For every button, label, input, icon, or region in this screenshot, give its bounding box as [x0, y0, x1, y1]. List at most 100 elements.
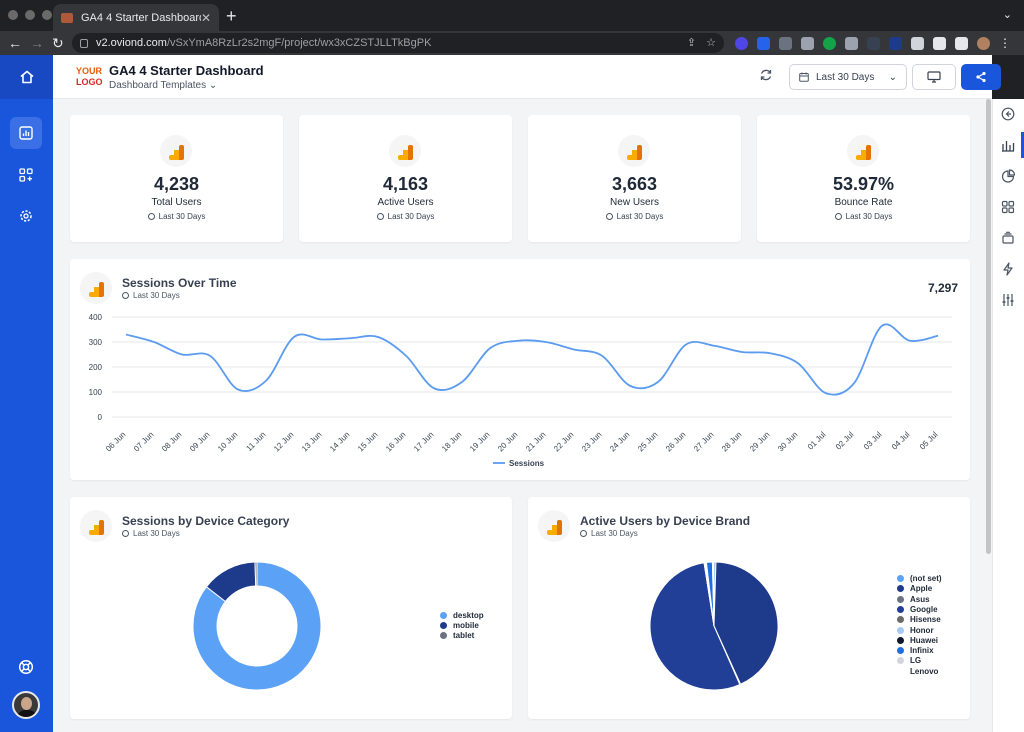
legend-item[interactable]: Google [897, 605, 938, 614]
logo: YOUR LOGO [76, 66, 103, 88]
data-point [909, 340, 911, 342]
browser-tab[interactable]: GA4 4 Starter Dashboard ✕ [53, 4, 219, 31]
pie-slice-desktop [192, 561, 322, 691]
date-range-selector[interactable]: Last 30 Days ⌄ [789, 64, 907, 90]
extension-icon[interactable] [801, 36, 814, 50]
home-button[interactable] [0, 55, 53, 99]
side-panel-icon[interactable] [955, 36, 968, 50]
legend-label: Sessions [509, 459, 545, 468]
refresh-button[interactable] [759, 68, 773, 87]
address-bar[interactable]: v2.oviond.com /vSxYmA8RzLr2s2mgF/project… [72, 33, 724, 53]
help-button[interactable] [10, 651, 42, 683]
kpi-card-active-users[interactable]: 4,163 Active Users Last 30 Days [299, 115, 512, 242]
new-tab-icon[interactable]: + [226, 6, 237, 26]
sidebar-item-widgets[interactable] [10, 159, 42, 191]
sidebar-item-reports[interactable] [10, 117, 42, 149]
globe-icon [147, 213, 155, 220]
extension-icon[interactable] [889, 36, 902, 50]
legend-label: desktop [453, 611, 484, 620]
data-point [293, 336, 295, 338]
legend-item[interactable]: (not set) [897, 574, 942, 583]
avatar[interactable] [12, 691, 40, 719]
card-period-label: Last 30 Days [591, 529, 638, 538]
x-tick-label: 27 Jun [692, 430, 715, 453]
x-tick-label: 25 Jun [636, 430, 659, 453]
profile-icon[interactable] [977, 36, 990, 50]
data-point [657, 381, 659, 383]
extension-icon[interactable] [779, 36, 792, 50]
kpi-card-new-users[interactable]: 3,663 New Users Last 30 Days [528, 115, 741, 242]
x-tick-label: 02 Jul [834, 430, 856, 452]
legend-label: Apple [910, 584, 933, 594]
share-button[interactable] [961, 64, 1001, 90]
calendar-icon [799, 72, 809, 82]
card-title: Sessions Over Time [122, 276, 237, 290]
grid-icon[interactable] [1001, 200, 1015, 214]
tab-search-icon[interactable]: ⌄ [1002, 9, 1012, 21]
minimize-window-button[interactable] [25, 10, 35, 20]
share-page-icon[interactable]: ⇪ [686, 37, 697, 49]
data-point [517, 340, 519, 342]
extension-icon[interactable] [867, 36, 880, 50]
legend-item[interactable]: LG [897, 656, 921, 665]
data-point [265, 380, 267, 382]
legend-item[interactable]: Lenovo [897, 667, 938, 676]
data-point [545, 341, 547, 343]
legend-item[interactable]: Asus [897, 595, 930, 604]
card-title: Active Users by Device Brand [580, 514, 751, 528]
pie-chart-icon[interactable] [1001, 169, 1015, 183]
google-analytics-icon [389, 135, 421, 167]
dashboard-canvas: 4,238 Total Users Last 30 Days 4,163 Act… [53, 99, 992, 732]
kpi-label: Total Users [151, 197, 202, 208]
sliders-icon[interactable] [1001, 293, 1015, 307]
legend-item[interactable]: desktop [440, 611, 484, 620]
data-point [433, 387, 435, 389]
legend-item[interactable]: Honor [897, 626, 934, 635]
y-tick-label: 0 [98, 413, 103, 422]
y-tick-label: 100 [89, 388, 103, 397]
kpi-card-total-users[interactable]: 4,238 Total Users Last 30 Days [70, 115, 283, 242]
dashboard-header: YOUR LOGO GA4 4 Starter Dashboard Dashbo… [53, 55, 1001, 99]
device-brand-card[interactable]: Active Users by Device Brand Last 30 Day… [528, 497, 970, 719]
legend-item[interactable]: Huawei [897, 636, 938, 645]
extension-icon[interactable] [735, 36, 748, 50]
puzzle-icon[interactable] [911, 36, 924, 50]
present-button[interactable] [912, 64, 956, 90]
extension-icon[interactable] [757, 36, 770, 50]
scrollbar[interactable] [986, 99, 991, 554]
x-tick-label: 29 Jun [748, 430, 771, 453]
bookmark-star-icon[interactable]: ☆ [706, 37, 716, 49]
bar-chart-icon[interactable] [1001, 138, 1015, 152]
kpi-card-bounce-rate[interactable]: 53.97% Bounce Rate Last 30 Days [757, 115, 970, 242]
kpi-value: 4,163 [382, 174, 429, 194]
legend-item[interactable]: Apple [897, 584, 932, 593]
browser-menu-icon[interactable]: ⋮ [999, 36, 1011, 50]
maximize-window-button[interactable] [42, 10, 52, 20]
x-tick-label: 17 Jun [412, 430, 435, 453]
reload-icon[interactable]: ↻ [52, 35, 64, 51]
x-tick-label: 04 Jul [890, 430, 912, 452]
data-point [853, 382, 855, 384]
dashboard-templates-dropdown[interactable]: Dashboard Templates ⌄ [109, 80, 217, 91]
close-tab-icon[interactable]: ✕ [200, 10, 211, 25]
close-window-button[interactable] [8, 10, 18, 20]
legend-item[interactable]: mobile [440, 621, 479, 630]
legend-item[interactable]: Hisense [897, 615, 941, 624]
device-category-card[interactable]: Sessions by Device Category Last 30 Days… [70, 497, 512, 719]
legend-item[interactable]: tablet [440, 631, 474, 640]
back-icon[interactable]: ← [8, 35, 22, 51]
sidebar-item-settings[interactable] [10, 200, 42, 232]
lightning-icon[interactable] [1001, 262, 1015, 276]
layers-icon[interactable] [1001, 231, 1015, 245]
data-point [713, 345, 715, 347]
download-icon[interactable] [933, 36, 946, 50]
kpi-period-label: Last 30 Days [387, 212, 435, 221]
forward-icon[interactable]: → [30, 35, 44, 51]
collapse-panel-icon[interactable] [1001, 107, 1015, 121]
extension-icon[interactable] [845, 36, 858, 50]
data-point [489, 347, 491, 349]
grammarly-icon[interactable] [823, 36, 836, 50]
legend-item[interactable]: Infinix [897, 646, 934, 655]
gear-icon [20, 210, 32, 222]
